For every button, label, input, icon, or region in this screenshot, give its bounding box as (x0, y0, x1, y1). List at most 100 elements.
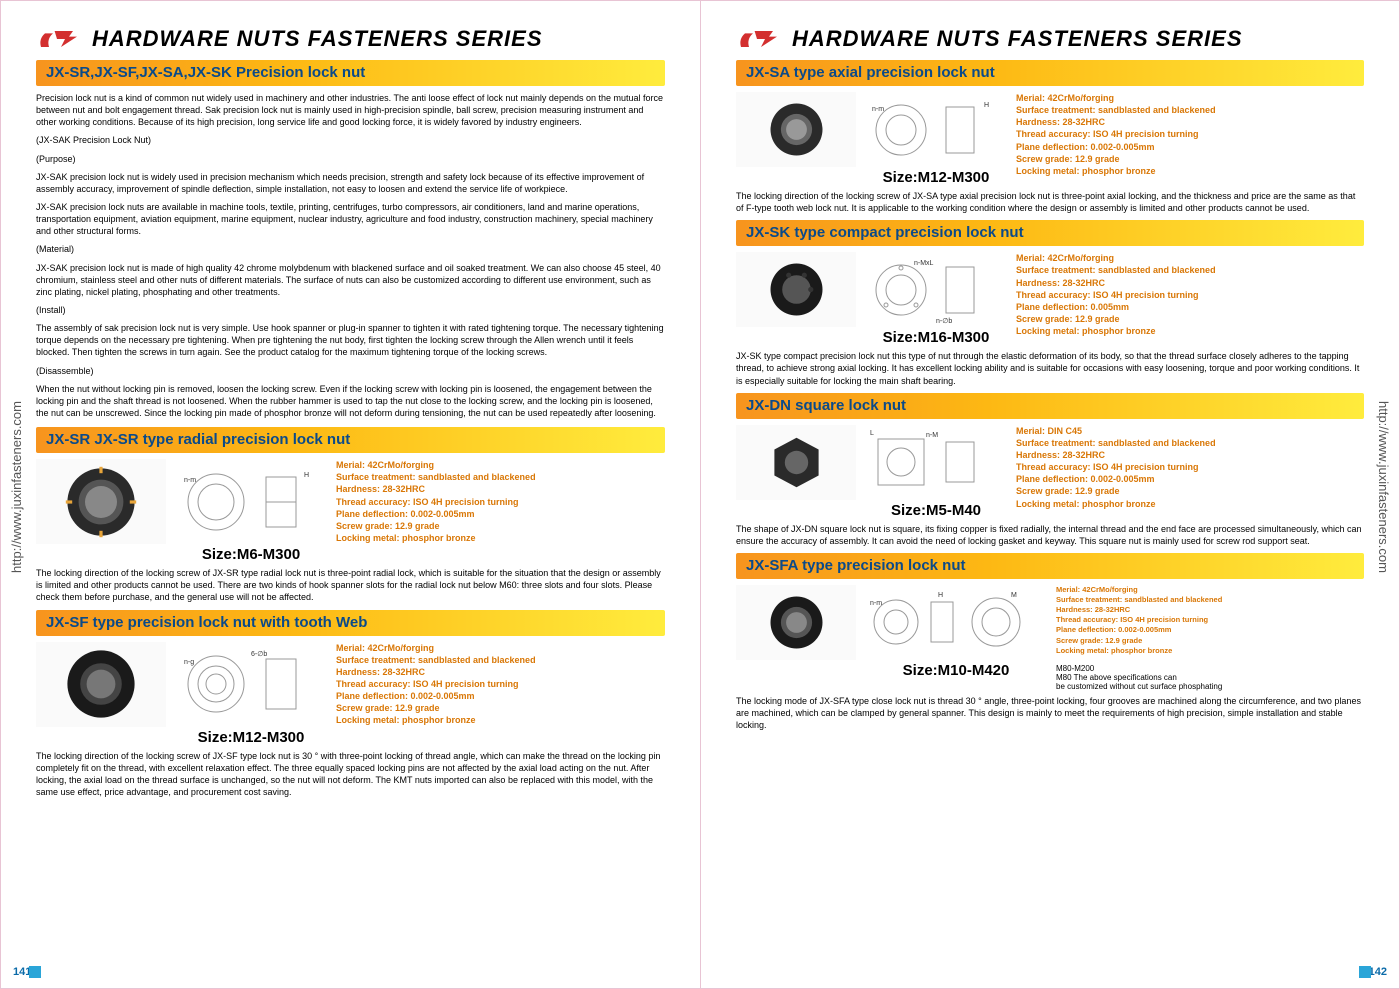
intro-label-4: (Install) (36, 304, 665, 316)
spec-line: Merial: 42CrMo/forging (336, 642, 536, 654)
sf-specs: Merial: 42CrMo/forging Surface treatment… (336, 642, 536, 727)
spec-line: Thread accuracy: ISO 4H precision turnin… (1016, 128, 1216, 140)
sk-title: JX-SK type compact precision lock nut (746, 224, 1024, 241)
series-header: HARDWARE NUTS FASTENERS SERIES (36, 26, 665, 52)
spec-line: Surface treatment: sandblasted and black… (1016, 104, 1216, 116)
spec-line: Merial: DIN C45 (1016, 425, 1216, 437)
logo-icon (36, 27, 86, 51)
sr-photo (36, 459, 166, 544)
spec-line: Locking metal: phosphor bronze (1016, 498, 1216, 510)
page-right: http://www.juxinfasteners.com HARDWARE N… (700, 0, 1400, 989)
logo-icon (736, 27, 786, 51)
spec-line: Merial: 42CrMo/forging (336, 459, 536, 471)
dn-specs: Merial: DIN C45 Surface treatment: sandb… (1016, 425, 1216, 510)
sfa-title: JX-SFA type precision lock nut (746, 557, 966, 574)
spec-line: Hardness: 28-32HRC (336, 483, 536, 495)
watermark-left: http://www.juxinfasteners.com (9, 401, 24, 573)
nut-icon (764, 590, 829, 655)
spec-line: Thread accuracy: ISO 4H precision turnin… (1016, 289, 1216, 301)
sfa-diagram: HMn-m (866, 585, 1046, 660)
sa-photo (736, 92, 856, 167)
diagram-icon: n-MxLn-∅b (866, 255, 1006, 325)
sk-photo (736, 252, 856, 327)
corner-square (1359, 966, 1371, 978)
page-left: http://www.juxinfasteners.com HARDWARE N… (0, 0, 700, 989)
intro-para-6: When the nut without locking pin is remo… (36, 383, 665, 419)
intro-para-3: JX-SAK precision lock nuts are available… (36, 201, 665, 237)
spec-line: Locking metal: phosphor bronze (1056, 646, 1364, 656)
svg-text:H: H (304, 472, 309, 479)
spec-line: Merial: 42CrMo/forging (1016, 92, 1216, 104)
spec-line: Screw grade: 12.9 grade (336, 520, 536, 532)
sfa-extra: M80-M200 M80 The above specifications ca… (1056, 664, 1364, 691)
svg-text:n-m: n-m (184, 477, 196, 484)
sf-title-bar: JX-SF type precision lock nut with tooth… (36, 610, 665, 636)
sk-desc: JX-SK type compact precision lock nut th… (736, 350, 1364, 386)
spec-line: Plane deflection: 0.005mm (1016, 301, 1216, 313)
svg-text:n-∅b: n-∅b (936, 318, 952, 325)
dn-title: JX-DN square lock nut (746, 397, 906, 414)
nut-icon (61, 462, 141, 542)
series-header: HARDWARE NUTS FASTENERS SERIES (736, 26, 1364, 52)
diagram-icon: n-m H (176, 462, 326, 542)
diagram-icon: n-ML (866, 427, 1006, 497)
spec-line: Screw grade: 12.9 grade (1016, 313, 1216, 325)
sk-specs: Merial: 42CrMo/forging Surface treatment… (1016, 252, 1216, 337)
spec-line: Locking metal: phosphor bronze (1016, 165, 1216, 177)
sf-title: JX-SF type precision lock nut with tooth… (46, 614, 367, 631)
spec-line: Screw grade: 12.9 grade (336, 702, 536, 714)
sr-title: JX-SR JX-SR type radial precision lock n… (46, 431, 350, 448)
sf-photo (36, 642, 166, 727)
dn-desc: The shape of JX-DN square lock nut is sq… (736, 523, 1364, 547)
spec-line: Plane deflection: 0.002-0.005mm (1056, 625, 1364, 635)
spec-line: Thread accuracy: ISO 4H precision turnin… (1016, 461, 1216, 473)
spec-line: Merial: 42CrMo/forging (1016, 252, 1216, 264)
series-title: HARDWARE NUTS FASTENERS SERIES (92, 26, 543, 52)
spec-line: Plane deflection: 0.002-0.005mm (1016, 473, 1216, 485)
page-num-right: 142 (1369, 966, 1387, 978)
spec-line: Surface treatment: sandblasted and black… (336, 654, 536, 666)
sr-diagram: n-m H (176, 459, 326, 544)
sf-diagram: n-g 6-∅b (176, 642, 326, 727)
sa-diagram: n-mH (866, 92, 1006, 167)
spec-line: Surface treatment: sandblasted and black… (1016, 437, 1216, 449)
spec-line: Thread accuracy: ISO 4H precision turnin… (336, 496, 536, 508)
watermark-right: http://www.juxinfasteners.com (1376, 401, 1391, 573)
sfa-photo (736, 585, 856, 660)
intro-para-5: The assembly of sak precision lock nut i… (36, 322, 665, 358)
sfa-size: Size:M10-M420 (866, 662, 1046, 679)
intro-para-4: JX-SAK precision lock nut is made of hig… (36, 262, 665, 298)
intro-label-5: (Disassemble) (36, 365, 665, 377)
svg-text:H: H (938, 592, 943, 599)
intro-para-2: JX-SAK precision lock nut is widely used… (36, 171, 665, 195)
nut-icon (61, 644, 141, 724)
sa-desc: The locking direction of the locking scr… (736, 190, 1364, 214)
spec-line: Merial: 42CrMo/forging (1056, 585, 1364, 595)
sa-specs: Merial: 42CrMo/forging Surface treatment… (1016, 92, 1216, 177)
diagram-icon: HMn-m (866, 587, 1046, 657)
sa-product-row: n-mH Size:M12-M300 Merial: 42CrMo/forgin… (736, 92, 1364, 186)
spec-line: Screw grade: 12.9 grade (1016, 485, 1216, 497)
corner-square (29, 966, 41, 978)
intro-para-1: Precision lock nut is a kind of common n… (36, 92, 665, 128)
diagram-icon: n-g 6-∅b (176, 644, 326, 724)
spec-line: Thread accuracy: ISO 4H precision turnin… (336, 678, 536, 690)
spec-line: Locking metal: phosphor bronze (1016, 325, 1216, 337)
spec-line: Surface treatment: sandblasted and black… (1016, 264, 1216, 276)
spec-line: Screw grade: 12.9 grade (1056, 636, 1364, 646)
spec-line: Hardness: 28-32HRC (336, 666, 536, 678)
spec-line: Locking metal: phosphor bronze (336, 532, 536, 544)
sr-product-row: n-mH Size:M6-M300 Merial: 42CrMo/forging… (36, 459, 665, 563)
spec-line: Plane deflection: 0.002-0.005mm (336, 690, 536, 702)
dn-size: Size:M5-M40 (866, 502, 1006, 519)
spec-line: Thread accuracy: ISO 4H precision turnin… (1056, 615, 1364, 625)
svg-text:6-∅b: 6-∅b (251, 651, 267, 658)
square-nut-icon (764, 430, 829, 495)
sf-size: Size:M12-M300 (176, 729, 326, 746)
svg-text:n-m: n-m (872, 106, 884, 113)
svg-text:n-g: n-g (184, 659, 194, 666)
svg-text:M: M (1011, 592, 1017, 599)
sk-title-bar: JX-SK type compact precision lock nut (736, 220, 1364, 246)
dn-photo (736, 425, 856, 500)
sfa-specs: Merial: 42CrMo/forging Surface treatment… (1056, 585, 1364, 656)
